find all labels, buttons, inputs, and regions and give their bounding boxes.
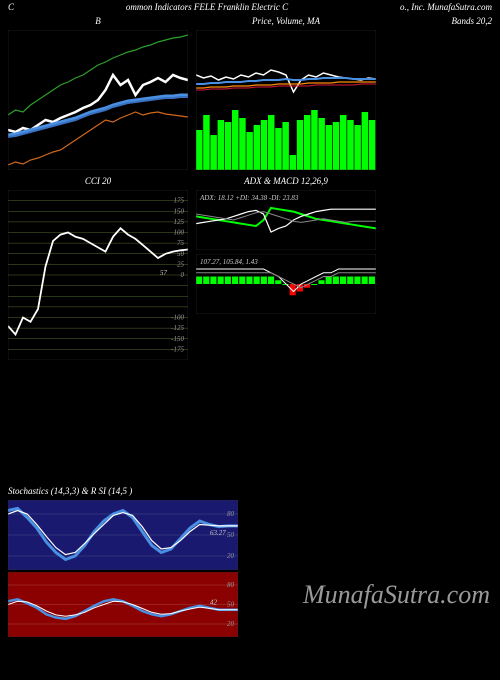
svg-text:80: 80 bbox=[227, 581, 235, 589]
svg-text:57: 57 bbox=[160, 269, 168, 277]
svg-text:ADX: 18.12 +DI: 34.38 -DI: 2: ADX: 18.12 +DI: 34.38 -DI: 23.83 bbox=[199, 194, 299, 202]
svg-text:175: 175 bbox=[174, 197, 185, 205]
row-1: B Price, Volume, MA Bands 20,2 bbox=[0, 14, 500, 170]
panel-title-price: Price, Volume, MA bbox=[196, 16, 376, 28]
svg-text:42: 42 bbox=[210, 599, 218, 607]
panel-bollinger: B bbox=[8, 14, 188, 170]
svg-text:125: 125 bbox=[174, 218, 185, 226]
svg-text:100: 100 bbox=[174, 229, 185, 237]
svg-text:50: 50 bbox=[227, 531, 235, 539]
spacer bbox=[0, 364, 500, 484]
panel-bands: Bands 20,2 bbox=[384, 14, 492, 170]
row-2: CCI 20 1751501251007550250-100-125-150-1… bbox=[0, 174, 500, 360]
header-left: C bbox=[8, 2, 14, 12]
panel-title-adx: ADX & MACD 12,26,9 bbox=[196, 176, 376, 188]
svg-text:0: 0 bbox=[181, 271, 185, 279]
svg-text:20: 20 bbox=[227, 620, 235, 628]
svg-text:-150: -150 bbox=[171, 335, 184, 343]
svg-text:150: 150 bbox=[174, 207, 185, 215]
svg-text:-125: -125 bbox=[171, 324, 184, 332]
page-header: C ommon Indicators FELE Franklin Electri… bbox=[0, 0, 500, 14]
svg-text:25: 25 bbox=[177, 260, 185, 268]
svg-text:-175: -175 bbox=[171, 345, 184, 353]
header-center: ommon Indicators FELE Franklin Electric … bbox=[126, 2, 288, 12]
header-right: o., Inc. MunafaSutra.com bbox=[400, 2, 492, 12]
panel-price-volume: Price, Volume, MA bbox=[196, 14, 376, 170]
svg-text:63.27: 63.27 bbox=[210, 529, 226, 537]
panel-adx-macd: ADX & MACD 12,26,9 ADX: 18.12 +DI: 34.38… bbox=[196, 174, 376, 360]
panel-title-bands: Bands 20,2 bbox=[384, 16, 492, 28]
svg-text:80: 80 bbox=[227, 510, 235, 518]
svg-text:20: 20 bbox=[227, 552, 235, 560]
panel-cci: CCI 20 1751501251007550250-100-125-150-1… bbox=[8, 174, 188, 360]
svg-text:75: 75 bbox=[177, 239, 185, 247]
row-3: Stochastics (14,3,3) & R SI (14,5 ) 80 50… bbox=[0, 486, 500, 637]
svg-text:107.27, 105.84, 1.43: 107.27, 105.84, 1.43 bbox=[200, 258, 258, 266]
panel-title-b: B bbox=[8, 16, 188, 28]
svg-text:-100: -100 bbox=[171, 314, 184, 322]
svg-text:50: 50 bbox=[227, 601, 235, 609]
panel-title-cci: CCI 20 bbox=[8, 176, 188, 188]
panel-title-stoch: Stochastics (14,3,3) & R SI (14,5 ) bbox=[8, 486, 492, 498]
